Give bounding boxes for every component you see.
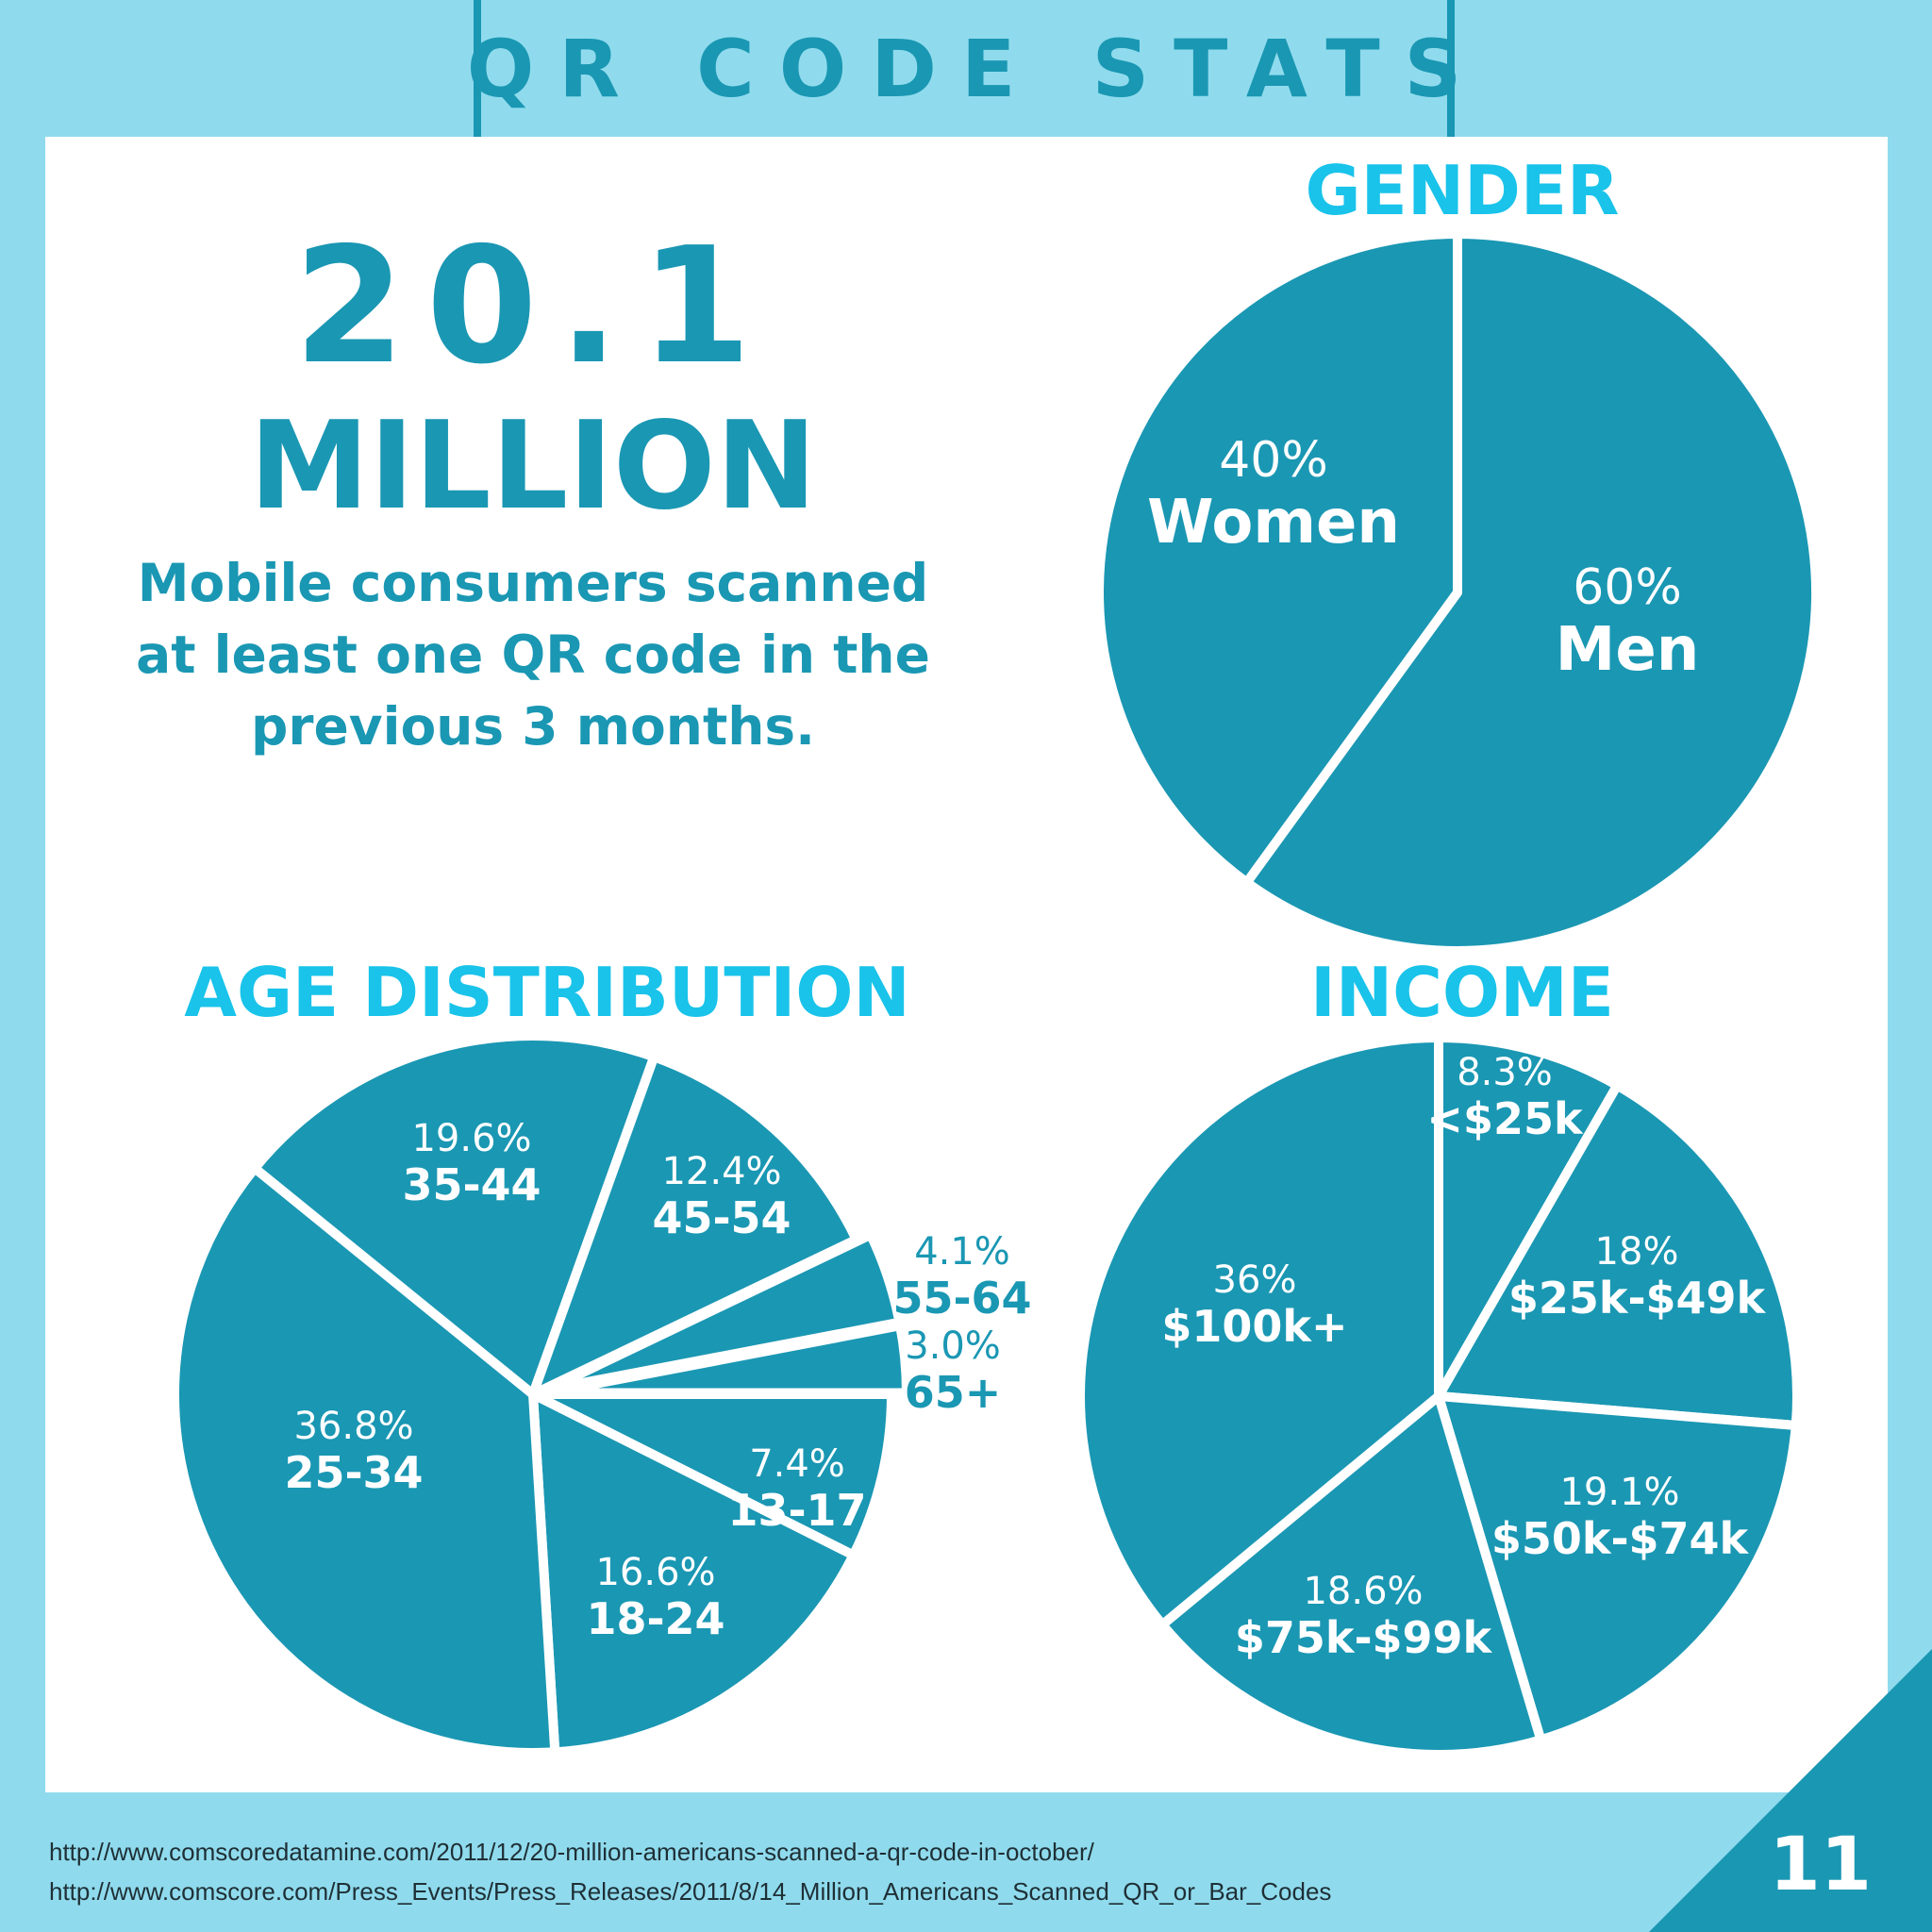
- slice-percent-label: 36%: [1213, 1258, 1297, 1302]
- pie-slice--100k-: [1075, 1033, 1443, 1630]
- slice-percent-label: 18%: [1595, 1230, 1679, 1274]
- slice-category-label: 25-34: [284, 1447, 423, 1498]
- headline-number: 20.1: [293, 213, 773, 400]
- slice-percent-label: 3.0%: [905, 1324, 1001, 1368]
- headline-line-3: previous 3 months.: [250, 696, 816, 757]
- pie-slice--25k: [1434, 1033, 1623, 1401]
- slice-percent-label: 16.6%: [595, 1551, 715, 1594]
- slice-category-label: Women: [1147, 488, 1400, 558]
- source-link-1[interactable]: http://www.comscoredatamine.com/2011/12/…: [49, 1838, 1094, 1866]
- source-link-2[interactable]: http://www.comscore.com/Press_Events/Pre…: [49, 1877, 1332, 1906]
- slice-percent-label: 7.4%: [749, 1442, 845, 1486]
- slice-category-label: $25k-$49k: [1508, 1273, 1767, 1324]
- pie-0: 60%Men 40%Women: [1094, 229, 1821, 956]
- pie-slice--25k-49k: [1434, 1080, 1802, 1430]
- slice-category-label: $100k+: [1161, 1301, 1347, 1352]
- pie-slice--50k-74k: [1434, 1391, 1801, 1745]
- slice-category-label: 35-44: [402, 1159, 541, 1210]
- gender-chart-title: GENDER: [1305, 151, 1620, 230]
- slice-category-label: $50k-$74k: [1491, 1513, 1750, 1564]
- slice-percent-label: 12.4%: [661, 1150, 781, 1193]
- slice-category-label: 18-24: [586, 1593, 724, 1644]
- headline-line-2: at least one QR code in the: [136, 625, 930, 685]
- headline-description: Mobile consumers scanned at least one QR…: [85, 547, 981, 762]
- slice-category-label: 55-64: [892, 1273, 1031, 1324]
- income-chart-title: INCOME: [1310, 953, 1614, 1032]
- headline-line-1: Mobile consumers scanned: [137, 553, 929, 613]
- pie-slice--75k-99k: [1158, 1391, 1546, 1760]
- page-title: QR CODE STATS: [466, 22, 1487, 115]
- pie-2: 8.3%<$25k 18%$25k-$49k 19.1%$50k-$74k 18.6%…: [1075, 1033, 1802, 1760]
- corner-triangle: [1649, 1649, 1932, 1932]
- pie-slice-45-54: [528, 1052, 861, 1399]
- slice-percent-label: 19.6%: [411, 1117, 531, 1160]
- headline-stat: 20.1 MILLION Mobile consumers scanned at…: [85, 217, 981, 762]
- slice-category-label: $75k-$99k: [1235, 1612, 1493, 1663]
- slice-percent-label: 18.6%: [1303, 1570, 1423, 1613]
- pie-1: 7.4%13-17 16.6%18-24 36.8%25-34 19.6%35-44 1…: [170, 1031, 1032, 1757]
- headline-unit: MILLION: [249, 396, 817, 537]
- slice-category-label: Men: [1556, 615, 1700, 685]
- slice-percent-label: 8.3%: [1457, 1051, 1553, 1094]
- slice-percent-label: 36.8%: [293, 1405, 413, 1448]
- slice-category-label: 65+: [905, 1367, 1002, 1418]
- pie-slice-men: [1241, 229, 1821, 956]
- slice-percent-label: 60%: [1573, 559, 1682, 616]
- slice-category-label: <$25k: [1426, 1093, 1584, 1144]
- title-box: QR CODE STATS: [467, 0, 1461, 137]
- slice-category-label: 13-17: [727, 1485, 866, 1536]
- slice-percent-label: 19.1%: [1559, 1471, 1679, 1514]
- pie-slice-18-24: [528, 1390, 858, 1757]
- slice-percent-label: 40%: [1219, 432, 1328, 489]
- pie-slice-women: [1094, 229, 1462, 888]
- age-chart-title: AGE DISTRIBUTION: [184, 953, 910, 1032]
- pie-slice-65-: [542, 1321, 911, 1398]
- pie-slice-35-44: [250, 1031, 659, 1399]
- slice-percent-label: 4.1%: [914, 1230, 1010, 1274]
- page-number: 11: [1769, 1823, 1872, 1907]
- slice-category-label: 45-54: [652, 1192, 791, 1243]
- pie-slice-25-34: [170, 1163, 560, 1757]
